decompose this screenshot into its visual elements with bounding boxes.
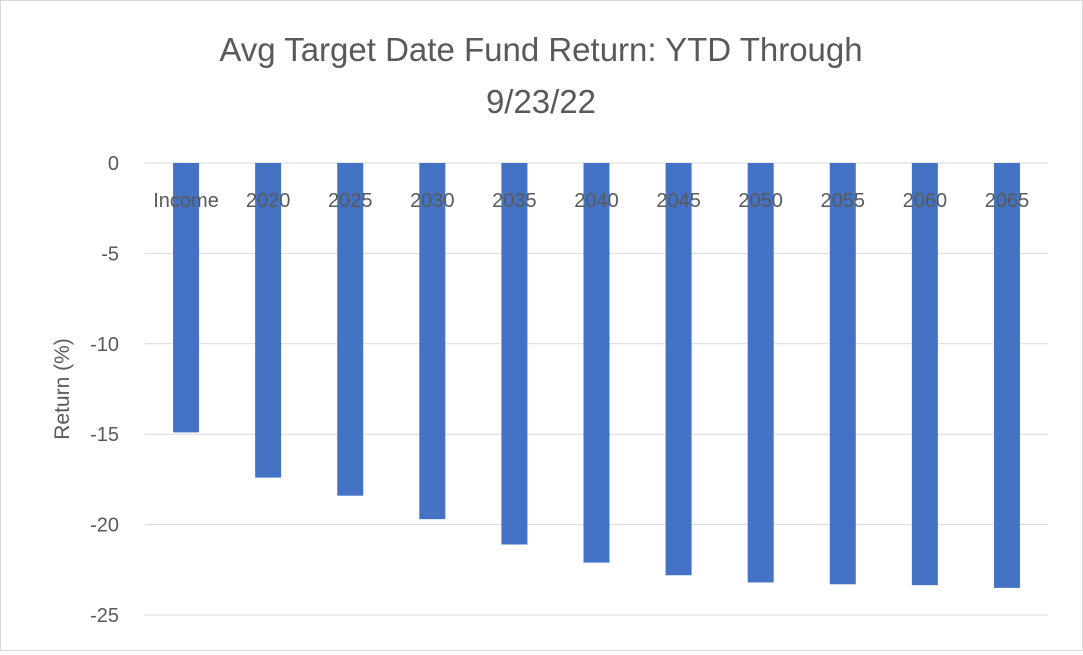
bar-2060 — [911, 163, 938, 586]
category-label: 2020 — [246, 190, 291, 212]
chart-title-line-2: 9/23/22 — [486, 83, 596, 120]
y-tick-labels: 0 -5 -10 -15 -20 -25 — [90, 153, 119, 627]
bar-2065 — [993, 163, 1020, 588]
category-label: 2030 — [410, 190, 455, 212]
y-axis-title: Return (%) — [51, 338, 74, 440]
bars — [173, 163, 1020, 588]
category-labels: Income 2020 2025 2030 2035 2040 2045 2050 2055 20… — [153, 190, 1029, 212]
y-tick-label: -5 — [101, 243, 119, 265]
bar-income — [173, 163, 200, 433]
bar-2025 — [337, 163, 364, 496]
y-tick-label: -15 — [90, 424, 119, 446]
bar-2040 — [583, 163, 610, 563]
bar-2035 — [501, 163, 528, 545]
bar-2030 — [419, 163, 446, 520]
y-tick-label: 0 — [108, 153, 119, 175]
category-label: Income — [153, 190, 219, 212]
category-label: 2060 — [903, 190, 948, 212]
bar-2050 — [747, 163, 774, 583]
chart-title-line-1: Avg Target Date Fund Return: YTD Through — [219, 31, 862, 68]
y-tick-label: -20 — [90, 515, 119, 537]
category-label: 2045 — [656, 190, 701, 212]
category-label: 2040 — [574, 190, 619, 212]
y-tick-label: -25 — [90, 605, 119, 627]
category-label: 2035 — [492, 190, 537, 212]
category-label: 2065 — [985, 190, 1030, 212]
category-label: 2055 — [821, 190, 866, 212]
category-label: 2025 — [328, 190, 373, 212]
bar-2045 — [665, 163, 692, 576]
bar-2055 — [829, 163, 856, 585]
y-tick-label: -10 — [90, 334, 119, 356]
category-label: 2050 — [738, 190, 783, 212]
bar-2020 — [255, 163, 282, 478]
